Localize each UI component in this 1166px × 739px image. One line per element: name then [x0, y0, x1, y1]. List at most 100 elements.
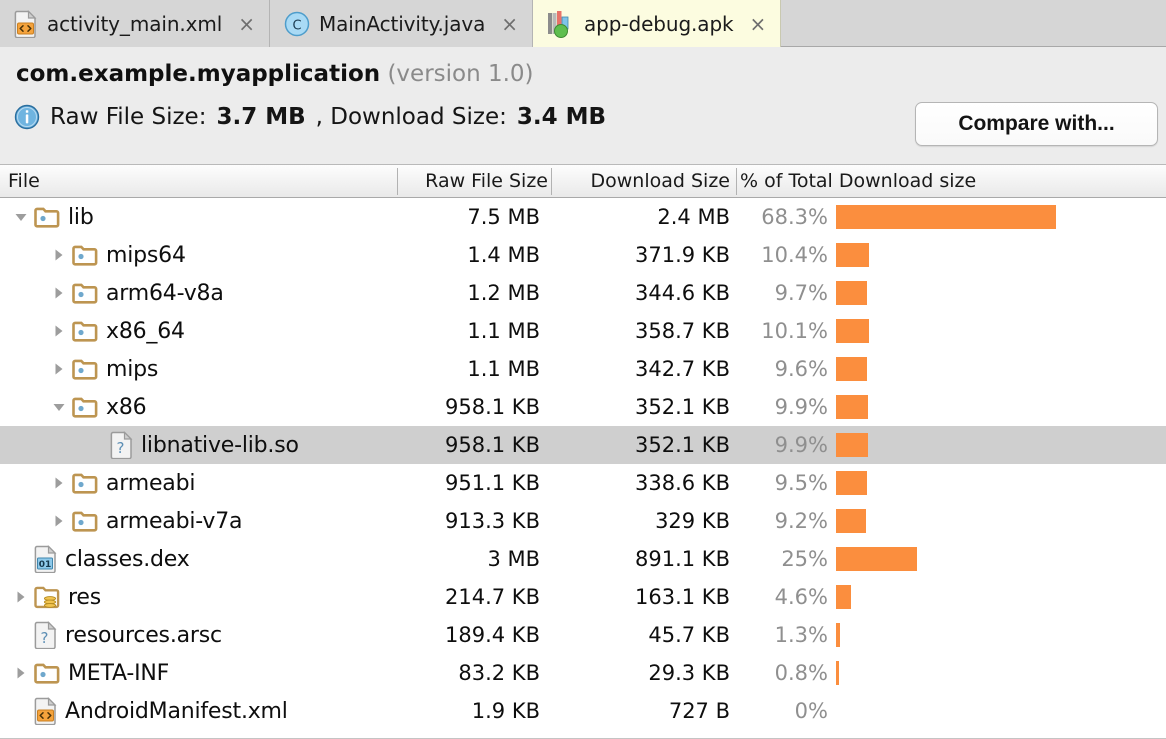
raw-file-size-cell: 958.1 KB: [445, 433, 540, 457]
file-name-cell[interactable]: ? libnative-lib.so: [84, 426, 299, 464]
chevron-down-icon[interactable]: [46, 388, 72, 426]
folder-icon: [34, 205, 61, 229]
download-size-cell: 891.1 KB: [635, 547, 730, 571]
file-name-cell[interactable]: META-INF: [8, 654, 169, 692]
raw-file-size-cell: 7.5 MB: [467, 205, 540, 229]
file-name-cell[interactable]: mips64: [46, 236, 186, 274]
column-divider-1[interactable]: [397, 168, 398, 195]
raw-file-size-cell: 1.1 MB: [467, 357, 540, 381]
chevron-right-icon[interactable]: [46, 464, 72, 502]
table-row[interactable]: armeabi-v7a 913.3 KB 329 KB 9.2%: [0, 502, 1166, 540]
file-name-cell[interactable]: AndroidManifest.xml: [8, 692, 288, 730]
tab-label: app-debug.apk: [584, 11, 734, 36]
download-size-cell: 344.6 KB: [635, 281, 730, 305]
twisty-spacer: [8, 540, 34, 578]
tab-label: activity_main.xml: [47, 11, 223, 36]
raw-file-size-cell: 83.2 KB: [458, 661, 540, 685]
table-row[interactable]: mips64 1.4 MB 371.9 KB 10.4%: [0, 236, 1166, 274]
column-divider-3[interactable]: [736, 168, 737, 195]
percent-bar: [836, 395, 868, 419]
chevron-right-icon[interactable]: [8, 654, 34, 692]
close-icon[interactable]: ×: [238, 11, 255, 36]
twisty-spacer: [8, 692, 34, 730]
folder-icon: [72, 357, 99, 381]
close-icon[interactable]: ×: [749, 11, 767, 36]
percent-total-cell: 9.2%: [774, 509, 828, 533]
file-name-cell[interactable]: x86: [46, 388, 147, 426]
file-name-cell[interactable]: armeabi-v7a: [46, 502, 243, 540]
tab-MainActivity.java[interactable]: C MainActivity.java ×: [270, 0, 534, 47]
percent-bar: [836, 357, 867, 381]
size-summary-line: Raw File Size: 3.7 MB , Download Size: 3.…: [14, 104, 606, 130]
table-row[interactable]: arm64-v8a 1.2 MB 344.6 KB 9.7%: [0, 274, 1166, 312]
tab-app-debug.apk[interactable]: app-debug.apk ×: [533, 0, 782, 47]
svg-text:C: C: [292, 18, 301, 33]
tab-activity_main.xml[interactable]: activity_main.xml ×: [0, 0, 270, 47]
table-row[interactable]: armeabi 951.1 KB 338.6 KB 9.5%: [0, 464, 1166, 502]
chevron-right-icon[interactable]: [46, 312, 72, 350]
chevron-right-icon[interactable]: [8, 578, 34, 616]
apk-summary-header: com.example.myapplication (version 1.0) …: [0, 47, 1166, 165]
table-row[interactable]: res 214.7 KB 163.1 KB 4.6%: [0, 578, 1166, 616]
percent-total-cell: 9.7%: [774, 281, 828, 305]
folder-icon: [34, 661, 61, 685]
table-row[interactable]: x86 958.1 KB 352.1 KB 9.9%: [0, 388, 1166, 426]
raw-size-label: Raw File Size:: [50, 104, 207, 130]
table-row[interactable]: lib 7.5 MB 2.4 MB 68.3%: [0, 198, 1166, 236]
folder-icon: [72, 509, 99, 533]
unknown-file-icon: ?: [110, 431, 134, 459]
download-size-cell: 727 B: [668, 699, 730, 723]
table-row[interactable]: mips 1.1 MB 342.7 KB 9.6%: [0, 350, 1166, 388]
percent-bar: [836, 623, 840, 647]
file-name-cell[interactable]: res: [8, 578, 101, 616]
chevron-down-icon[interactable]: [8, 198, 34, 236]
file-name-cell[interactable]: 01 classes.dex: [8, 540, 190, 578]
file-name-cell[interactable]: armeabi: [46, 464, 195, 502]
percent-bar-cell: [836, 205, 1056, 229]
twisty-spacer: [8, 616, 34, 654]
table-row[interactable]: ? libnative-lib.so 958.1 KB 352.1 KB 9.9%: [0, 426, 1166, 464]
download-size-cell: 45.7 KB: [648, 623, 730, 647]
xml-file-icon: [14, 9, 38, 38]
column-header-download-size[interactable]: Download Size: [590, 170, 731, 192]
column-header-percent-total[interactable]: % of Total Download size: [740, 170, 977, 192]
table-row[interactable]: META-INF 83.2 KB 29.3 KB 0.8%: [0, 654, 1166, 692]
file-name-cell[interactable]: x86_64: [46, 312, 185, 350]
percent-bar-cell: [836, 281, 867, 305]
apk-file-tree[interactable]: lib 7.5 MB 2.4 MB 68.3% mips64 1.4 MB 371.9 KB…: [0, 198, 1166, 739]
percent-total-cell: 0%: [794, 699, 828, 723]
svg-text:?: ?: [41, 629, 49, 647]
close-icon[interactable]: ×: [501, 11, 519, 36]
percent-bar: [836, 243, 869, 267]
percent-bar-cell: [836, 243, 869, 267]
table-header-row: File Raw File Size Download Size % of To…: [0, 165, 1166, 198]
file-name-label: arm64-v8a: [106, 280, 224, 306]
chevron-right-icon[interactable]: [46, 236, 72, 274]
download-size-cell: 352.1 KB: [635, 395, 730, 419]
table-row[interactable]: ? resources.arsc 189.4 KB 45.7 KB 1.3%: [0, 616, 1166, 654]
percent-bar: [836, 319, 869, 343]
chevron-right-icon[interactable]: [46, 274, 72, 312]
file-name-cell[interactable]: mips: [46, 350, 158, 388]
compare-with-button[interactable]: Compare with...: [915, 102, 1158, 146]
chevron-right-icon[interactable]: [46, 502, 72, 540]
folder-icon: [72, 281, 99, 305]
column-divider-2[interactable]: [551, 168, 552, 195]
file-name-cell[interactable]: arm64-v8a: [46, 274, 224, 312]
file-name-cell[interactable]: lib: [8, 198, 94, 236]
table-row[interactable]: x86_64 1.1 MB 358.7 KB 10.1%: [0, 312, 1166, 350]
column-header-file[interactable]: File: [8, 170, 40, 192]
file-name-label: lib: [68, 204, 94, 230]
java-class-icon: C: [284, 11, 310, 37]
download-size-cell: 329 KB: [655, 509, 730, 533]
raw-file-size-cell: 1.9 KB: [471, 699, 540, 723]
table-row[interactable]: 01 classes.dex 3 MB 891.1 KB 25%: [0, 540, 1166, 578]
res-folder-icon: [34, 584, 61, 610]
chevron-right-icon[interactable]: [46, 350, 72, 388]
percent-total-cell: 1.3%: [774, 623, 828, 647]
file-name-cell[interactable]: ? resources.arsc: [8, 616, 222, 654]
column-header-raw-file-size[interactable]: Raw File Size: [425, 170, 548, 192]
table-row[interactable]: AndroidManifest.xml 1.9 KB 727 B 0%: [0, 692, 1166, 730]
unknown-file-icon: ?: [34, 621, 58, 649]
file-name-label: x86: [106, 394, 147, 420]
